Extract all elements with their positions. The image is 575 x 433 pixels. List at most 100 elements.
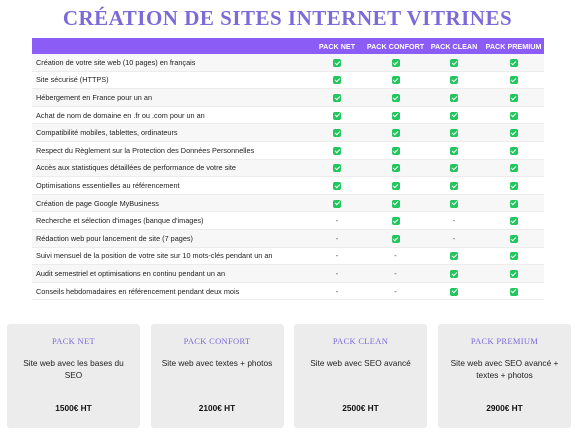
check-icon [509, 181, 518, 190]
check-icon [450, 199, 458, 208]
check-icon [333, 94, 341, 103]
check-icon [391, 76, 400, 85]
check-icon [509, 234, 518, 243]
check-icon [450, 164, 458, 173]
check-icon [509, 217, 518, 226]
table-row: Achat de nom de domaine en .fr ou .com p… [32, 106, 544, 125]
pack-cell [308, 159, 366, 178]
check-icon [509, 252, 518, 261]
check-icon [333, 181, 341, 190]
pack-cell [483, 71, 544, 90]
check-icon [450, 76, 458, 85]
pack-cell [425, 176, 483, 195]
pack-cell: - [366, 264, 425, 283]
check-icon [391, 94, 400, 103]
pack-cell [308, 123, 366, 142]
table-row: Hébergement en France pour un an [32, 88, 544, 107]
check-icon [450, 58, 458, 67]
pack-cell [483, 176, 544, 195]
feature-label: Création de votre site web (10 pages) en… [32, 54, 308, 72]
card-pack-name: PACK PREMIUM [470, 336, 539, 346]
table-row: Conseils hebdomadaires en référencement … [32, 282, 544, 301]
check-icon [450, 111, 458, 120]
check-icon [450, 146, 458, 155]
pack-cell [483, 54, 544, 72]
dash-mark: - [394, 251, 397, 261]
pricing-card: PACK CONFORT Site web avec textes + phot… [150, 324, 284, 428]
pack-cell [425, 282, 483, 301]
card-pack-name: PACK NET [52, 336, 95, 346]
check-icon [450, 269, 458, 278]
pack-cell: - [308, 229, 366, 248]
pack-header: PACK CONFORT [366, 38, 425, 54]
card-description: Site web avec SEO avancé + textes + phot… [450, 358, 559, 380]
pack-cell [366, 194, 425, 213]
card-description: Site web avec les bases du SEO [23, 358, 124, 380]
feature-label: Respect du Règlement sur la Protection d… [32, 141, 308, 160]
card-price: 2900€ HT [486, 403, 523, 413]
check-icon [509, 76, 518, 85]
pack-cell [366, 123, 425, 142]
dash-mark: - [394, 268, 397, 278]
pack-cell: - [425, 229, 483, 248]
pack-cell [366, 141, 425, 160]
table-row: Rédaction web pour lancement de site (7 … [32, 229, 544, 248]
table-row: Suivi mensuel de la position de votre si… [32, 247, 544, 266]
pack-cell [366, 54, 425, 72]
pack-header: PACK PREMIUM [483, 38, 544, 54]
check-icon [509, 164, 518, 173]
table-row: Création de votre site web (10 pages) en… [32, 54, 544, 72]
check-icon [509, 94, 518, 103]
dash-mark: - [335, 216, 339, 226]
pack-cell [425, 88, 483, 107]
pack-cell [425, 141, 483, 160]
feature-label: Optimisations essentielles au référencem… [32, 176, 308, 195]
feature-label: Recherche et sélection d'images (banque … [32, 211, 308, 230]
check-icon [509, 129, 518, 138]
dash-mark: - [452, 216, 456, 226]
pack-cell [425, 194, 483, 213]
table-row: Recherche et sélection d'images (banque … [32, 211, 544, 230]
card-price: 2100€ HT [198, 403, 236, 413]
dash-mark: - [452, 233, 456, 243]
check-icon [509, 146, 518, 155]
pack-cell [483, 282, 544, 301]
pack-cell [483, 123, 544, 142]
check-icon [509, 287, 518, 296]
feature-label: Suivi mensuel de la position de votre si… [32, 247, 308, 266]
feature-label: Rédaction web pour lancement de site (7 … [32, 229, 308, 248]
check-icon [391, 217, 400, 226]
check-icon [391, 146, 400, 155]
check-icon [333, 199, 341, 208]
pack-cell [308, 176, 366, 195]
pack-cell [366, 71, 425, 90]
pack-cell: - [366, 247, 425, 266]
check-icon [333, 164, 341, 173]
feature-label: Conseils hebdomadaires en référencement … [32, 282, 308, 301]
pack-cell: - [425, 211, 483, 230]
pack-cell: - [308, 211, 366, 230]
pack-cell [425, 71, 483, 90]
pack-cell [483, 194, 544, 213]
check-icon [391, 111, 400, 120]
pack-cell [483, 264, 544, 283]
pricing-cards: PACK NET Site web avec les bases du SEO … [7, 324, 571, 428]
check-icon [391, 181, 400, 190]
table-row: Accès aux statistiques détaillées de per… [32, 159, 544, 178]
feature-label: Création de page Google MyBusiness [32, 194, 308, 213]
pack-cell [483, 211, 544, 230]
feature-column-header [32, 38, 308, 54]
table-row: Création de page Google MyBusiness [32, 194, 544, 213]
pricing-card: PACK NET Site web avec les bases du SEO … [7, 324, 140, 428]
pack-cell [366, 176, 425, 195]
pack-cell [308, 88, 366, 107]
feature-label: Achat de nom de domaine en .fr ou .com p… [32, 106, 308, 125]
card-pack-name: PACK CLEAN [332, 336, 389, 346]
table-header-row: PACK NET PACK CONFORT PACK CLEAN PACK PR… [32, 38, 544, 54]
dash-mark: - [335, 286, 339, 296]
dash-mark: - [335, 233, 339, 243]
check-icon [450, 129, 458, 138]
card-price: 2500€ HT [342, 403, 379, 413]
feature-label: Compatibilité mobiles, tablettes, ordina… [32, 123, 308, 142]
table-row: Compatibilité mobiles, tablettes, ordina… [32, 123, 544, 142]
